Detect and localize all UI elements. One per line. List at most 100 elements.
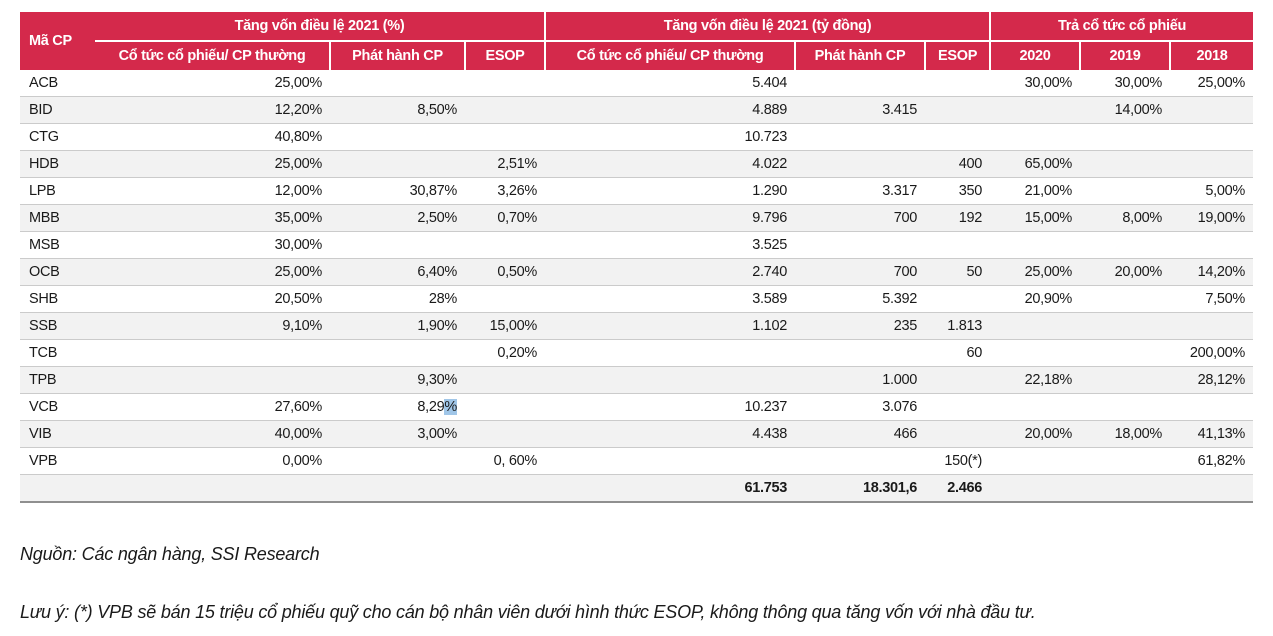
value-cell: 9.796: [545, 204, 795, 232]
value-cell: [1080, 177, 1171, 205]
value-cell: 4.438: [545, 420, 795, 448]
value-cell: [1170, 123, 1254, 151]
value-cell: 5.392: [795, 285, 925, 313]
value-cell: [95, 366, 330, 394]
value-cell: 1.102: [545, 312, 795, 340]
value-cell: [545, 339, 795, 367]
value-cell: [925, 231, 991, 259]
value-cell: 10.237: [545, 393, 795, 421]
table-row: TCB 0,20% 60 200,00%: [20, 339, 1254, 367]
table-row: SSB 9,10% 1,90% 15,00% 1.102 235 1.813: [20, 312, 1254, 340]
value-cell: 3.076: [795, 393, 925, 421]
value-cell: 18,00%: [1080, 420, 1171, 448]
value-cell: 14,20%: [1170, 258, 1254, 286]
column-group-stock-dividend: Trả cổ tức cổ phiếu: [989, 12, 1254, 42]
value-cell: 18.301,6: [795, 474, 925, 503]
value-cell: [1170, 474, 1254, 503]
ticker-cell: SSB: [20, 312, 95, 340]
value-cell: 28,12%: [1170, 366, 1254, 394]
table-row: HDB 25,00% 2,51% 4.022 400 65,00%: [20, 150, 1254, 178]
ticker-cell: VCB: [20, 393, 95, 421]
value-cell: [925, 285, 991, 313]
table-header: Mã CP Tăng vốn điều lệ 2021 (%) Tăng vốn…: [20, 12, 1254, 70]
value-cell: 350: [925, 177, 991, 205]
value-cell: 65,00%: [990, 150, 1081, 178]
table-row: VCB 27,60% 8,29% 10.237 3.076: [20, 393, 1254, 421]
value-cell: 3.415: [795, 96, 925, 124]
value-cell: 8,00%: [1080, 204, 1171, 232]
ticker-cell: VIB: [20, 420, 95, 448]
value-cell: [545, 366, 795, 394]
value-cell: 15,00%: [465, 312, 545, 340]
text-selection-highlight: %: [444, 399, 457, 415]
column-header-ticker: Mã CP: [20, 12, 95, 70]
value-cell: [990, 339, 1081, 367]
report-page: Mã CP Tăng vốn điều lệ 2021 (%) Tăng vốn…: [20, 12, 1254, 622]
value-cell: [1080, 339, 1171, 367]
column-group-capital-increase-pct: Tăng vốn điều lệ 2021 (%): [95, 12, 545, 42]
ticker-cell: LPB: [20, 177, 95, 205]
value-cell: [465, 366, 545, 394]
value-cell: 3.589: [545, 285, 795, 313]
table-row: SHB 20,50% 28% 3.589 5.392 20,90% 7,50%: [20, 285, 1254, 313]
value-cell: [925, 123, 991, 151]
footnote-esop: Lưu ý: (*) VPB sẽ bán 15 triệu cổ phiếu …: [20, 602, 1036, 622]
value-cell: 1,90%: [330, 312, 465, 340]
value-cell: 9,10%: [95, 312, 330, 340]
value-cell: [990, 393, 1081, 421]
value-cell: [1080, 393, 1171, 421]
value-cell: [1080, 447, 1171, 475]
value-cell: [1170, 393, 1254, 421]
value-cell: 12,00%: [95, 177, 330, 205]
value-cell: [465, 393, 545, 421]
value-cell: [795, 339, 925, 367]
column-header-year-2019: 2019: [1079, 41, 1171, 70]
value-cell: 21,00%: [990, 177, 1081, 205]
table-row: LPB 12,00% 30,87% 3,26% 1.290 3.317 350 21,00% 5…: [20, 177, 1254, 205]
value-cell: 3,00%: [330, 420, 465, 448]
value-cell: 25,00%: [95, 150, 330, 178]
value-cell: [990, 96, 1081, 124]
value-cell: 14,00%: [1080, 96, 1171, 124]
value-cell: 60: [925, 339, 991, 367]
value-cell: 28%: [330, 285, 465, 313]
value-cell: 30,87%: [330, 177, 465, 205]
value-cell: 200,00%: [1170, 339, 1254, 367]
bank-capital-increase-table: Mã CP Tăng vốn điều lệ 2021 (%) Tăng vốn…: [20, 12, 1254, 503]
value-cell: 5,00%: [1170, 177, 1254, 205]
value-cell: [990, 312, 1081, 340]
value-cell: [925, 393, 991, 421]
value-cell: [1170, 312, 1254, 340]
value-cell: [330, 70, 465, 97]
group-header-row: Mã CP Tăng vốn điều lệ 2021 (%) Tăng vốn…: [20, 12, 1254, 70]
ticker-cell: BID: [20, 96, 95, 124]
value-cell: [1170, 96, 1254, 124]
value-cell: 20,00%: [990, 420, 1081, 448]
column-header-esop-pct: ESOP: [464, 41, 545, 70]
ticker-cell: MBB: [20, 204, 95, 232]
value-cell: 10.723: [545, 123, 795, 151]
table-row: MSB 30,00% 3.525: [20, 231, 1254, 259]
table-row: OCB 25,00% 6,40% 0,50% 2.740 700 50 25,00% 20,00…: [20, 258, 1254, 286]
value-cell: 1.290: [545, 177, 795, 205]
value-cell: 12,20%: [95, 96, 330, 124]
value-cell: 0,20%: [465, 339, 545, 367]
value-cell: 20,90%: [990, 285, 1081, 313]
value-cell: [1080, 312, 1171, 340]
value-cell: [465, 123, 545, 151]
column-header-year-2018: 2018: [1169, 41, 1254, 70]
ticker-cell: VPB: [20, 447, 95, 475]
value-cell: [795, 150, 925, 178]
value-cell: 235: [795, 312, 925, 340]
value-cell: [465, 474, 545, 503]
value-cell: 15,00%: [990, 204, 1081, 232]
value-cell: [1080, 231, 1171, 259]
value-cell: [330, 123, 465, 151]
ticker-cell: TPB: [20, 366, 95, 394]
value-cell: 3,26%: [465, 177, 545, 205]
value-cell: 22,18%: [990, 366, 1081, 394]
value-cell: [1080, 150, 1171, 178]
value-cell: [990, 447, 1081, 475]
value-cell: [465, 96, 545, 124]
value-cell: [990, 123, 1081, 151]
